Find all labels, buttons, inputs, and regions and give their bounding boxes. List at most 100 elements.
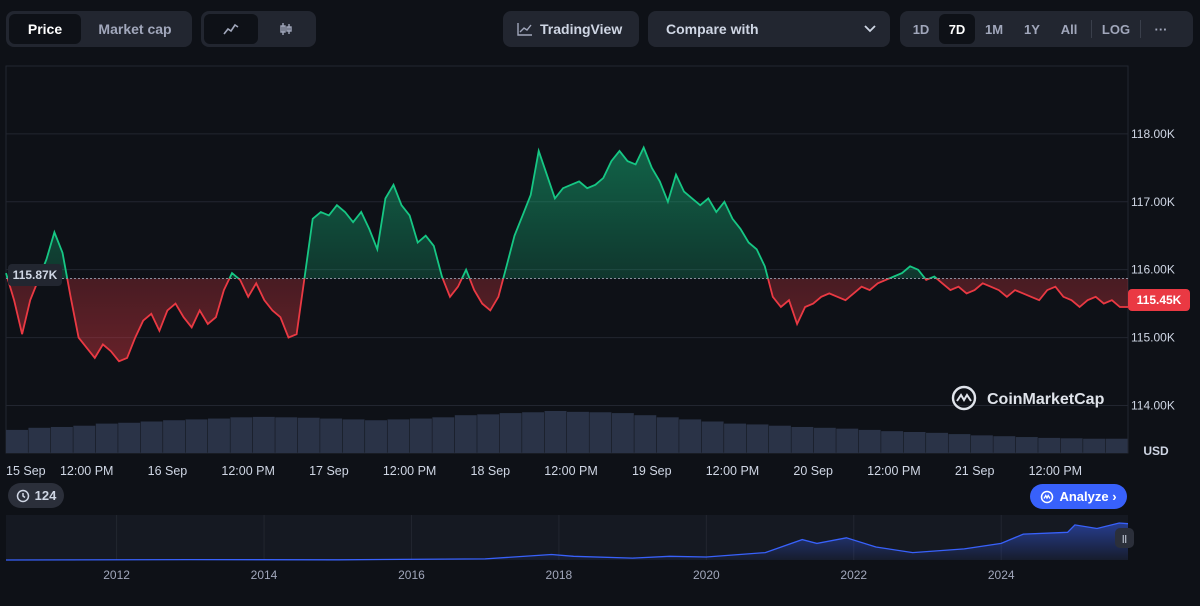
more-options-icon[interactable]: ··· xyxy=(1154,21,1168,37)
volume-bar xyxy=(118,422,141,453)
volume-bar xyxy=(679,419,702,453)
x-tick-label: 16 Sep xyxy=(148,464,188,478)
overview-line xyxy=(5,522,1129,561)
volume-bar xyxy=(567,411,589,453)
chart-type-toggle xyxy=(201,11,316,47)
x-tick-label: 21 Sep xyxy=(955,464,995,478)
analyze-label: Analyze › xyxy=(1059,489,1117,504)
compare-with-label: Compare with xyxy=(666,21,759,37)
tradingview-button[interactable]: TradingView xyxy=(503,11,639,47)
overview-tick-label: 2024 xyxy=(988,568,1015,582)
volume-bar xyxy=(252,416,275,453)
volume-bar xyxy=(387,419,410,453)
y-tick-label: 116.00K xyxy=(1131,263,1175,277)
volume-bar xyxy=(791,426,814,453)
volume-bar xyxy=(409,418,432,453)
x-tick-label: 20 Sep xyxy=(793,464,833,478)
volume-bar xyxy=(926,432,948,453)
volume-bar xyxy=(365,420,387,453)
volume-bar xyxy=(297,417,320,453)
line-chart-icon[interactable] xyxy=(204,14,258,44)
overview-area xyxy=(6,523,1128,560)
tab-price[interactable]: Price xyxy=(9,14,81,44)
divider xyxy=(1091,20,1092,38)
volume-bar xyxy=(724,423,747,453)
volume-bar xyxy=(275,417,298,453)
x-tick-label: 19 Sep xyxy=(632,464,672,478)
overview-tick-label: 2018 xyxy=(546,568,573,582)
range-all[interactable]: All xyxy=(1060,21,1078,37)
volume-bar xyxy=(544,411,567,453)
range-7d[interactable]: 7D xyxy=(939,14,975,44)
compare-with-select[interactable]: Compare with xyxy=(648,11,890,47)
overview-drag-handle[interactable] xyxy=(1115,528,1134,548)
volume-bar xyxy=(230,417,253,453)
handle-grip-icon: ll xyxy=(1122,534,1127,546)
volume-bar xyxy=(73,425,96,453)
x-tick-label: 12:00 PM xyxy=(221,464,275,478)
volume-bar xyxy=(768,425,791,453)
overview-tick-label: 2014 xyxy=(251,568,278,582)
volume-bar xyxy=(881,431,904,453)
volume-bar xyxy=(477,414,500,453)
tab-market-cap[interactable]: Market cap xyxy=(98,21,172,37)
volume-bar xyxy=(701,421,724,453)
volume-bar xyxy=(1060,438,1083,453)
x-tick-label: 12:00 PM xyxy=(706,464,760,478)
volume-bar xyxy=(342,419,365,453)
history-icon xyxy=(16,489,29,502)
volume-bar xyxy=(140,421,163,453)
currency-label: USD xyxy=(1143,444,1169,458)
cmc-logo-icon xyxy=(1041,490,1054,503)
y-tick-label: 114.00K xyxy=(1131,398,1175,412)
volume-bar xyxy=(993,436,1016,453)
volume-bar xyxy=(50,426,73,453)
range-1d[interactable]: 1D xyxy=(912,21,930,37)
x-tick-label: 18 Sep xyxy=(471,464,511,478)
range-1y[interactable]: 1Y xyxy=(1024,21,1040,37)
volume-bar xyxy=(903,432,926,453)
volume-bar xyxy=(95,423,118,453)
volume-bar xyxy=(28,427,51,453)
x-tick-label: 12:00 PM xyxy=(60,464,114,478)
overview-tick-label: 2012 xyxy=(103,568,130,582)
area-below-baseline xyxy=(7,278,1128,362)
volume-bar xyxy=(432,417,455,453)
y-tick-label: 115.00K xyxy=(1131,331,1175,345)
volume-bar xyxy=(320,418,343,453)
current-price-tag: 115.45K xyxy=(1128,289,1190,311)
volume-bar xyxy=(1015,437,1038,453)
volume-bar xyxy=(746,424,769,453)
divider xyxy=(1140,20,1141,38)
x-tick-label: 17 Sep xyxy=(309,464,349,478)
volume-bar xyxy=(813,427,836,453)
chevron-down-icon xyxy=(864,25,876,33)
volume-bar xyxy=(970,435,993,453)
volume-bar xyxy=(499,413,522,453)
history-count-badge[interactable]: 124 xyxy=(8,483,64,508)
watermark-text: CoinMarketCap xyxy=(987,391,1105,408)
candlestick-icon[interactable] xyxy=(258,14,313,44)
volume-bar xyxy=(589,412,612,453)
baseline-price-tag: 115.87K xyxy=(8,264,62,286)
overview-tick-label: 2022 xyxy=(840,568,867,582)
price-line-down xyxy=(6,278,1128,363)
log-scale-toggle[interactable]: LOG xyxy=(1101,21,1131,37)
volume-bar xyxy=(185,419,208,453)
volume-bar xyxy=(634,415,657,453)
price-marketcap-toggle: Price Market cap xyxy=(6,11,192,47)
chart-line-icon xyxy=(517,23,532,36)
volume-bar xyxy=(522,412,545,453)
time-range-selector: 1D 7D 1M 1Y All LOG ··· xyxy=(900,11,1193,47)
area-above-baseline xyxy=(6,147,1128,279)
x-tick-label: 15 Sep xyxy=(6,464,46,478)
range-1m[interactable]: 1M xyxy=(984,21,1004,37)
y-tick-label: 117.00K xyxy=(1131,195,1175,209)
tradingview-label: TradingView xyxy=(540,21,623,37)
volume-bar xyxy=(6,429,28,453)
volume-bar xyxy=(836,428,859,453)
volume-bar xyxy=(611,413,634,453)
analyze-button[interactable]: Analyze › xyxy=(1030,484,1127,509)
x-tick-label: 12:00 PM xyxy=(383,464,437,478)
